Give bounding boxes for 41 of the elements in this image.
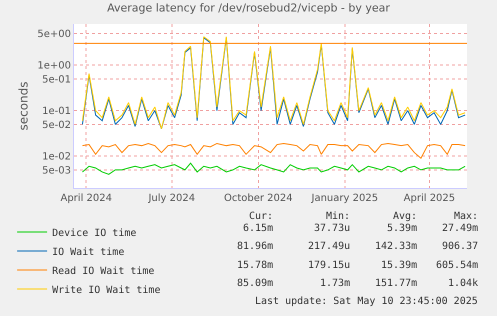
text: Avg:	[393, 211, 418, 222]
text: 15.78m	[237, 260, 274, 271]
x-tick-label: April 2025	[404, 193, 456, 204]
text: Min:	[326, 211, 350, 222]
legend-label: Write IO Wait time	[52, 284, 160, 296]
text: Last update: Sat May 10 23:45:00 2025	[255, 296, 478, 307]
text: 179.15u	[308, 260, 350, 271]
legend-label: Read IO Wait time	[52, 266, 154, 277]
text: 605.54m	[436, 260, 478, 271]
y-axis-title: seconds	[16, 81, 31, 131]
legend-label: IO Wait time	[52, 246, 124, 258]
legend-label: Device IO time	[52, 228, 136, 239]
text: 151.77m	[375, 278, 418, 289]
x-tick-label: April 2024	[60, 193, 112, 204]
text: 1.04k	[448, 278, 478, 289]
x-tick-label: January 2025	[310, 193, 378, 204]
y-tick-label: 1e-02	[42, 152, 71, 163]
x-tick-label: October 2024	[224, 193, 293, 204]
y-tick-label: 5e-01	[42, 74, 71, 86]
text: Cur:	[249, 211, 274, 222]
text: 906.37	[442, 241, 478, 252]
text: 6.15m	[243, 223, 274, 234]
text: 5.39m	[387, 223, 418, 234]
text: 37.73u	[314, 223, 350, 234]
x-tick-label: July 2024	[147, 193, 196, 204]
text: 15.39m	[381, 260, 418, 271]
y-tick-label: 5e-02	[42, 120, 71, 131]
y-tick-label: 5e-03	[42, 165, 71, 176]
text: 85.09m	[237, 278, 274, 289]
chart-title: Average latency for /dev/rosebud2/vicepb - by year	[107, 2, 390, 15]
text: 81.96m	[237, 241, 274, 252]
text: 1.73m	[320, 278, 350, 289]
line-series	[82, 162, 466, 175]
text: 27.49m	[442, 223, 478, 234]
y-tick-label: 1e+00	[37, 60, 71, 72]
line-series	[82, 142, 466, 159]
text: 142.33m	[375, 241, 418, 252]
text: 217.49u	[308, 241, 350, 252]
text: Max:	[454, 211, 478, 222]
y-tick-label: 1e-01	[42, 106, 71, 118]
y-tick-label: 5e+00	[37, 28, 71, 40]
